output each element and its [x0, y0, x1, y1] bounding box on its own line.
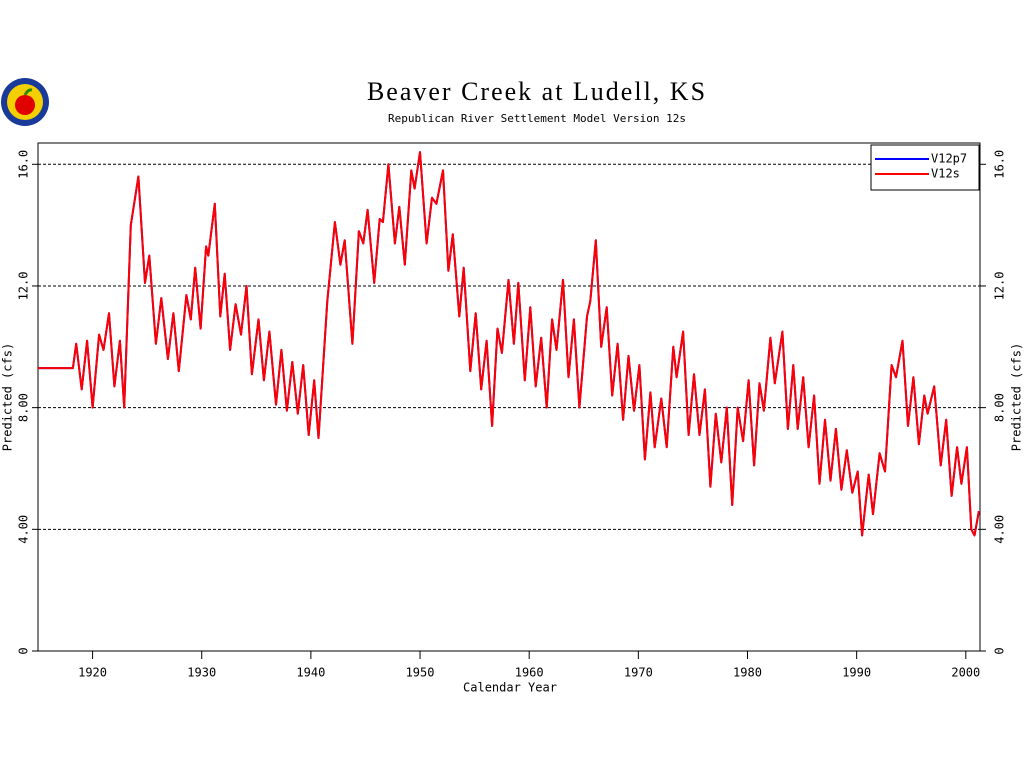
y2-tick-label: 8.00: [993, 393, 1007, 422]
x-tick-label: 1970: [624, 666, 653, 680]
y2-tick-label: 0: [993, 647, 1007, 654]
y-tick-label: 0: [17, 647, 31, 654]
y-tick-label: 16.0: [17, 150, 31, 179]
y2-axis-label: Predicted (cfs): [1010, 343, 1024, 451]
x-tick-label: 2000: [951, 666, 980, 680]
series-line: [38, 151, 980, 537]
y2-tick-label: 16.0: [993, 150, 1007, 179]
y-tick-label: 4.00: [17, 515, 31, 544]
x-axis-label: Calendar Year: [463, 681, 557, 695]
x-tick-label: 1980: [733, 666, 762, 680]
x-tick-label: 1940: [296, 666, 325, 680]
chart-subtitle: Republican River Settlement Model Versio…: [388, 112, 686, 125]
x-tick-label: 1960: [515, 666, 544, 680]
y-tick-label: 8.00: [17, 393, 31, 422]
x-tick-label: 1990: [842, 666, 871, 680]
y2-tick-label: 4.00: [993, 515, 1007, 544]
legend-box: [870, 144, 980, 191]
y-axis-label: Predicted (cfs): [1, 343, 15, 451]
plot-frame: [37, 142, 981, 652]
logo: [1, 78, 49, 126]
x-tick-label: 1950: [406, 666, 435, 680]
x-tick-label: 1920: [78, 666, 107, 680]
legend-label: V12p7: [931, 152, 967, 166]
chart-title: Beaver Creek at Ludell, KS: [367, 77, 707, 106]
series-line: [38, 151, 980, 537]
y2-tick-label: 12.0: [993, 272, 1007, 301]
legend-label: V12s: [931, 167, 960, 181]
x-tick-label: 1930: [187, 666, 216, 680]
y-tick-label: 12.0: [17, 272, 31, 301]
